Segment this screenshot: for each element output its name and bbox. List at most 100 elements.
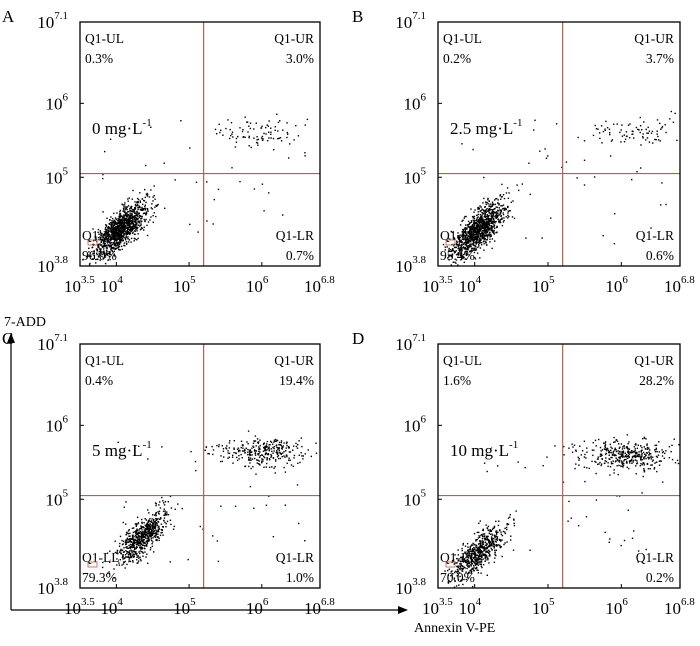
event-dot xyxy=(507,206,509,209)
event-dot xyxy=(110,223,113,225)
event-dot xyxy=(594,439,597,442)
event-dot xyxy=(479,241,481,244)
event-dot xyxy=(486,231,488,233)
event-dot xyxy=(600,464,602,467)
event-dot xyxy=(242,444,244,446)
event-dot xyxy=(228,447,231,449)
event-dot xyxy=(660,460,662,462)
event-dot xyxy=(473,566,475,568)
event-dot xyxy=(479,540,481,542)
event-dot xyxy=(110,234,113,236)
event-dot xyxy=(240,453,242,456)
event-dot xyxy=(491,211,493,214)
event-dot xyxy=(147,523,150,526)
event-dot xyxy=(141,206,143,209)
event-dot xyxy=(159,518,161,520)
event-dot xyxy=(473,543,476,546)
event-dot xyxy=(489,219,491,221)
event-dot xyxy=(226,445,228,447)
event-dot xyxy=(453,577,456,579)
event-dot xyxy=(106,247,108,249)
event-dot xyxy=(119,559,121,561)
event-dot xyxy=(131,556,133,558)
event-dot xyxy=(580,454,582,456)
event-dot xyxy=(477,241,479,244)
event-dot xyxy=(228,442,231,444)
event-dot xyxy=(583,456,586,458)
event-dot xyxy=(462,559,464,561)
event-dot xyxy=(132,221,134,223)
event-dot xyxy=(115,241,118,243)
event-dot xyxy=(469,246,471,248)
event-dot xyxy=(235,137,238,140)
event-dot xyxy=(130,210,132,212)
event-dot xyxy=(254,435,257,437)
event-dot xyxy=(477,233,479,235)
event-dot xyxy=(127,551,129,554)
event-dot xyxy=(472,217,474,219)
event-dot xyxy=(494,215,497,217)
event-dot xyxy=(119,209,122,212)
event-dot xyxy=(127,539,129,541)
event-dot xyxy=(464,230,467,232)
event-dot xyxy=(142,535,144,537)
event-dot xyxy=(112,224,114,227)
event-dot xyxy=(482,234,485,236)
event-dot xyxy=(276,440,278,442)
event-dot xyxy=(128,217,130,219)
event-dot xyxy=(461,233,463,235)
event-dot xyxy=(133,210,135,212)
event-dot xyxy=(131,527,134,529)
event-dot xyxy=(123,128,126,131)
event-dot xyxy=(122,216,124,218)
event-dot xyxy=(469,222,471,224)
event-dot xyxy=(495,533,498,535)
x-tick-label: 105 xyxy=(173,274,196,296)
event-dot xyxy=(472,544,474,546)
event-dot xyxy=(479,542,481,545)
event-dot xyxy=(285,442,288,445)
event-dot xyxy=(458,238,460,240)
event-dot xyxy=(453,252,456,254)
x-tick-label: 106 xyxy=(605,596,628,618)
event-dot xyxy=(107,229,109,231)
event-dot xyxy=(497,544,499,546)
event-dot xyxy=(490,235,492,237)
event-dot xyxy=(108,255,110,258)
event-dot xyxy=(140,541,142,543)
event-dot xyxy=(163,519,165,522)
event-dot xyxy=(286,136,288,139)
event-dot xyxy=(132,543,135,546)
quadrant-name-q1-lr: Q1-LR xyxy=(636,228,674,243)
event-dot xyxy=(106,552,109,554)
event-dot xyxy=(474,552,476,554)
event-dot xyxy=(141,533,144,536)
event-dot xyxy=(141,220,143,222)
event-dot xyxy=(141,548,143,550)
event-dot xyxy=(646,446,649,449)
event-dot xyxy=(231,167,233,169)
event-dot xyxy=(94,236,96,238)
event-dot xyxy=(643,470,646,472)
event-dot xyxy=(121,226,124,229)
event-dot xyxy=(473,533,476,535)
event-dot xyxy=(470,558,472,560)
event-dot xyxy=(482,529,484,531)
event-dot xyxy=(220,505,222,507)
event-dot xyxy=(146,545,148,547)
event-dot xyxy=(113,223,115,225)
event-dot xyxy=(124,207,126,209)
event-dot xyxy=(122,555,124,557)
event-dot xyxy=(500,205,502,207)
event-dot xyxy=(122,554,124,556)
x-axis-arrowhead xyxy=(398,606,408,614)
event-dot xyxy=(489,203,491,205)
event-dot xyxy=(505,208,507,211)
event-dot xyxy=(144,530,146,532)
event-dot xyxy=(162,510,165,512)
event-dot xyxy=(473,546,475,549)
event-dot xyxy=(476,235,478,237)
event-dot xyxy=(279,457,282,460)
event-dot xyxy=(197,231,199,233)
event-dot xyxy=(125,241,128,243)
